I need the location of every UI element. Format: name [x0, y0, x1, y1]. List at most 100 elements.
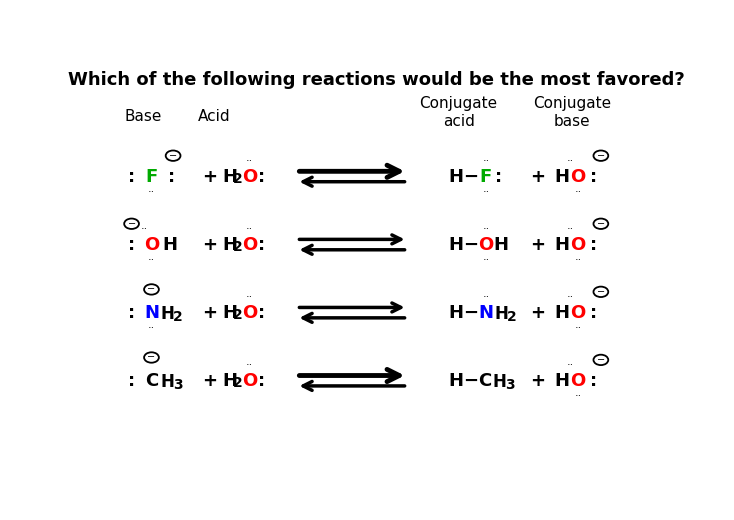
Text: 2: 2 [233, 172, 242, 186]
Text: H: H [222, 167, 238, 186]
Text: +: + [202, 236, 217, 254]
Text: −: − [597, 151, 605, 161]
Text: Which of the following reactions would be the most favored?: Which of the following reactions would b… [68, 71, 685, 89]
Text: :: : [258, 236, 265, 254]
Text: :: : [590, 167, 597, 186]
Text: O: O [479, 236, 493, 254]
Text: H: H [448, 304, 463, 322]
Text: H: H [555, 372, 570, 389]
Text: H: H [161, 305, 175, 323]
Text: −: − [597, 219, 605, 229]
Text: C: C [478, 372, 492, 389]
Text: :: : [590, 236, 597, 254]
Text: H: H [493, 373, 506, 392]
Text: N: N [479, 304, 493, 322]
Text: ··: ·· [567, 157, 574, 166]
Text: O: O [570, 372, 586, 389]
Text: :: : [128, 236, 135, 254]
Text: +: + [530, 372, 545, 389]
Text: ··: ·· [148, 187, 155, 197]
Text: ··: ·· [482, 224, 490, 235]
Text: ··: ·· [482, 255, 490, 265]
Text: ··: ·· [246, 360, 253, 371]
Text: H: H [493, 236, 508, 254]
Text: 2: 2 [233, 308, 242, 322]
Text: +: + [530, 304, 545, 322]
Text: Base: Base [124, 109, 161, 124]
Text: :: : [590, 372, 597, 389]
Text: :: : [590, 304, 597, 322]
Text: ··: ·· [140, 224, 148, 235]
Text: −: − [128, 219, 136, 229]
Text: O: O [570, 236, 586, 254]
Text: −: − [464, 304, 479, 322]
Text: :: : [128, 304, 135, 322]
Text: O: O [241, 372, 257, 389]
Text: −: − [148, 284, 156, 294]
Text: 2: 2 [233, 240, 242, 254]
Text: F: F [480, 167, 492, 186]
Text: :: : [258, 167, 265, 186]
Text: H: H [555, 304, 570, 322]
Text: N: N [144, 304, 159, 322]
Text: ··: ·· [575, 391, 582, 401]
Text: −: − [464, 167, 479, 186]
Text: O: O [570, 167, 586, 186]
Text: +: + [202, 304, 217, 322]
Text: H: H [222, 304, 238, 322]
Text: F: F [145, 167, 158, 186]
Text: H: H [222, 372, 238, 389]
Text: ··: ·· [482, 157, 490, 166]
Text: ··: ·· [575, 323, 582, 333]
Text: +: + [202, 167, 217, 186]
Text: −: − [597, 287, 605, 297]
Text: Conjugate
acid: Conjugate acid [420, 96, 498, 128]
Text: O: O [144, 236, 159, 254]
Text: H: H [555, 236, 570, 254]
Text: ··: ·· [246, 224, 253, 235]
Text: :: : [128, 372, 135, 389]
Text: −: − [597, 355, 605, 365]
Text: :: : [168, 167, 175, 186]
Text: ··: ·· [246, 292, 253, 303]
Text: H: H [495, 305, 509, 323]
Text: +: + [530, 167, 545, 186]
Text: H: H [448, 236, 463, 254]
Text: 2: 2 [233, 376, 242, 390]
Text: −: − [148, 353, 156, 362]
Text: :: : [258, 304, 265, 322]
Text: +: + [530, 236, 545, 254]
Text: −: − [464, 236, 479, 254]
Text: O: O [570, 304, 586, 322]
Text: −: − [464, 372, 479, 389]
Text: H: H [222, 236, 238, 254]
Text: H: H [161, 373, 175, 392]
Text: O: O [241, 167, 257, 186]
Text: ··: ·· [567, 360, 574, 371]
Text: H: H [162, 236, 177, 254]
Text: ··: ·· [575, 255, 582, 265]
Text: ··: ·· [148, 323, 155, 333]
Text: 3: 3 [172, 378, 183, 392]
Text: :: : [258, 372, 265, 389]
Text: :: : [495, 167, 502, 186]
Text: H: H [555, 167, 570, 186]
Text: H: H [448, 167, 463, 186]
Text: 2: 2 [507, 309, 517, 323]
Text: ··: ·· [575, 187, 582, 197]
Text: O: O [241, 236, 257, 254]
Text: 3: 3 [505, 378, 515, 392]
Text: ··: ·· [246, 157, 253, 166]
Text: ··: ·· [567, 224, 574, 235]
Text: ··: ·· [567, 292, 574, 303]
Text: −: − [169, 151, 177, 161]
Text: +: + [202, 372, 217, 389]
Text: O: O [241, 304, 257, 322]
Text: :: : [128, 167, 135, 186]
Text: ··: ·· [482, 292, 490, 303]
Text: H: H [448, 372, 463, 389]
Text: ··: ·· [482, 187, 490, 197]
Text: Acid: Acid [197, 109, 230, 124]
Text: C: C [145, 372, 158, 389]
Text: ··: ·· [148, 255, 155, 265]
